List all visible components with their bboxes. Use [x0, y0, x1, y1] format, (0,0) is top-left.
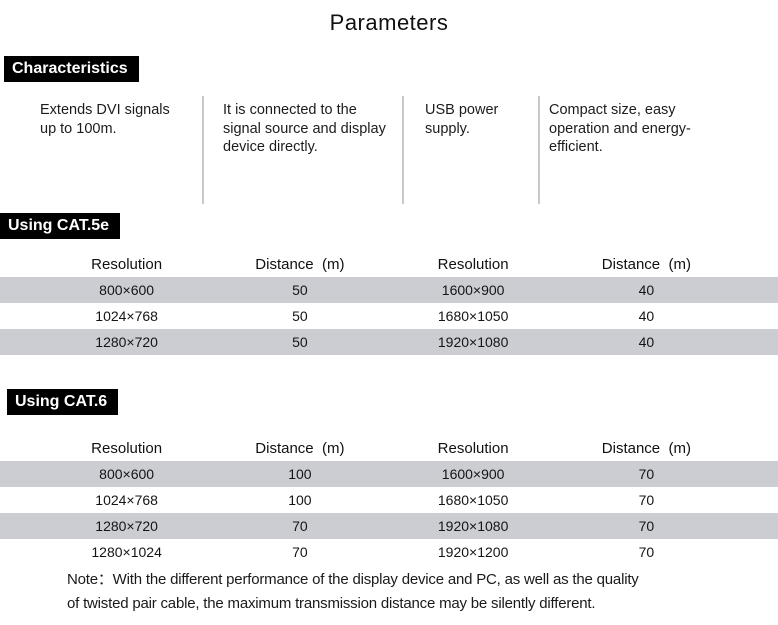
resolution-value: 1680×1050	[437, 308, 509, 324]
distance-value: 100	[288, 466, 312, 482]
distance-value: 50	[292, 282, 308, 298]
characteristics-section-label: Characteristics	[4, 56, 139, 82]
column-header-resolution: Resolution	[437, 255, 509, 273]
page-title: Parameters	[329, 10, 449, 35]
cat6-header-row: Resolution Distance (m) Resolution Dista…	[0, 435, 778, 461]
table-row: 1280×1024 70 1920×1200 70	[0, 539, 778, 565]
resolution-value: 1600×900	[441, 282, 505, 298]
resolution-value: 1280×720	[95, 518, 158, 534]
cat5e-table: Resolution Distance (m) Resolution Dista…	[0, 251, 778, 355]
table-row: 1024×768 50 1680×1050 40	[0, 303, 778, 329]
resolution-value: 1024×768	[95, 492, 158, 508]
column-header-distance: Distance (m)	[601, 439, 691, 457]
table-row: 1024×768 100 1680×1050 70	[0, 487, 778, 513]
distance-value: 70	[638, 518, 655, 534]
distance-value: 40	[638, 308, 655, 324]
cat5e-section-label: Using CAT.5e	[0, 213, 121, 239]
table-row: 1280×720 70 1920×1080 70	[0, 513, 778, 539]
column-header-distance: Distance (m)	[255, 439, 345, 457]
resolution-value: 1280×720	[95, 334, 158, 350]
column-header-resolution: Resolution	[437, 439, 509, 457]
distance-value: 50	[292, 308, 308, 324]
resolution-value: 1920×1080	[437, 518, 509, 534]
distance-value: 70	[292, 518, 308, 534]
distance-value: 70	[638, 492, 655, 508]
column-header-resolution: Resolution	[91, 255, 163, 273]
column-header-distance: Distance (m)	[601, 255, 691, 273]
characteristic-item: USB power supply.	[402, 96, 538, 204]
note-line-1: Note：With the different performance of t…	[67, 571, 639, 588]
characteristics-list: Extends DVI signals up to 100m. It is co…	[0, 96, 778, 204]
note-text: Note：With the different performance of t…	[67, 568, 727, 616]
distance-value: 70	[638, 466, 655, 482]
cat6-table: Resolution Distance (m) Resolution Dista…	[0, 435, 778, 565]
column-header-distance: Distance (m)	[255, 255, 345, 273]
column-header-resolution: Resolution	[91, 439, 163, 457]
distance-value: 70	[638, 544, 655, 560]
characteristic-item: It is connected to the signal source and…	[202, 96, 402, 204]
resolution-value: 800×600	[99, 282, 155, 298]
resolution-value: 800×600	[99, 466, 155, 482]
distance-value: 50	[292, 334, 308, 350]
resolution-value: 1024×768	[95, 308, 158, 324]
resolution-value: 1280×1024	[91, 544, 162, 560]
characteristic-item: Extends DVI signals up to 100m.	[40, 102, 170, 137]
table-row: 800×600 100 1600×900 70	[0, 461, 778, 487]
distance-value: 40	[638, 334, 655, 350]
distance-value: 40	[638, 282, 655, 298]
cat5e-header-row: Resolution Distance (m) Resolution Dista…	[0, 251, 778, 277]
resolution-value: 1920×1080	[437, 334, 509, 350]
distance-value: 70	[292, 544, 308, 560]
table-row: 1280×720 50 1920×1080 40	[0, 329, 778, 355]
resolution-value: 1680×1050	[437, 492, 509, 508]
resolution-value: 1600×900	[441, 466, 505, 482]
table-row: 800×600 50 1600×900 40	[0, 277, 778, 303]
characteristic-item: Compact size, easy operation and energy-…	[538, 96, 778, 204]
resolution-value: 1920×1200	[437, 544, 509, 560]
cat6-section-label: Using CAT.6	[7, 389, 119, 415]
note-line-2: of twisted pair cable, the maximum trans…	[67, 595, 596, 612]
distance-value: 100	[288, 492, 312, 508]
